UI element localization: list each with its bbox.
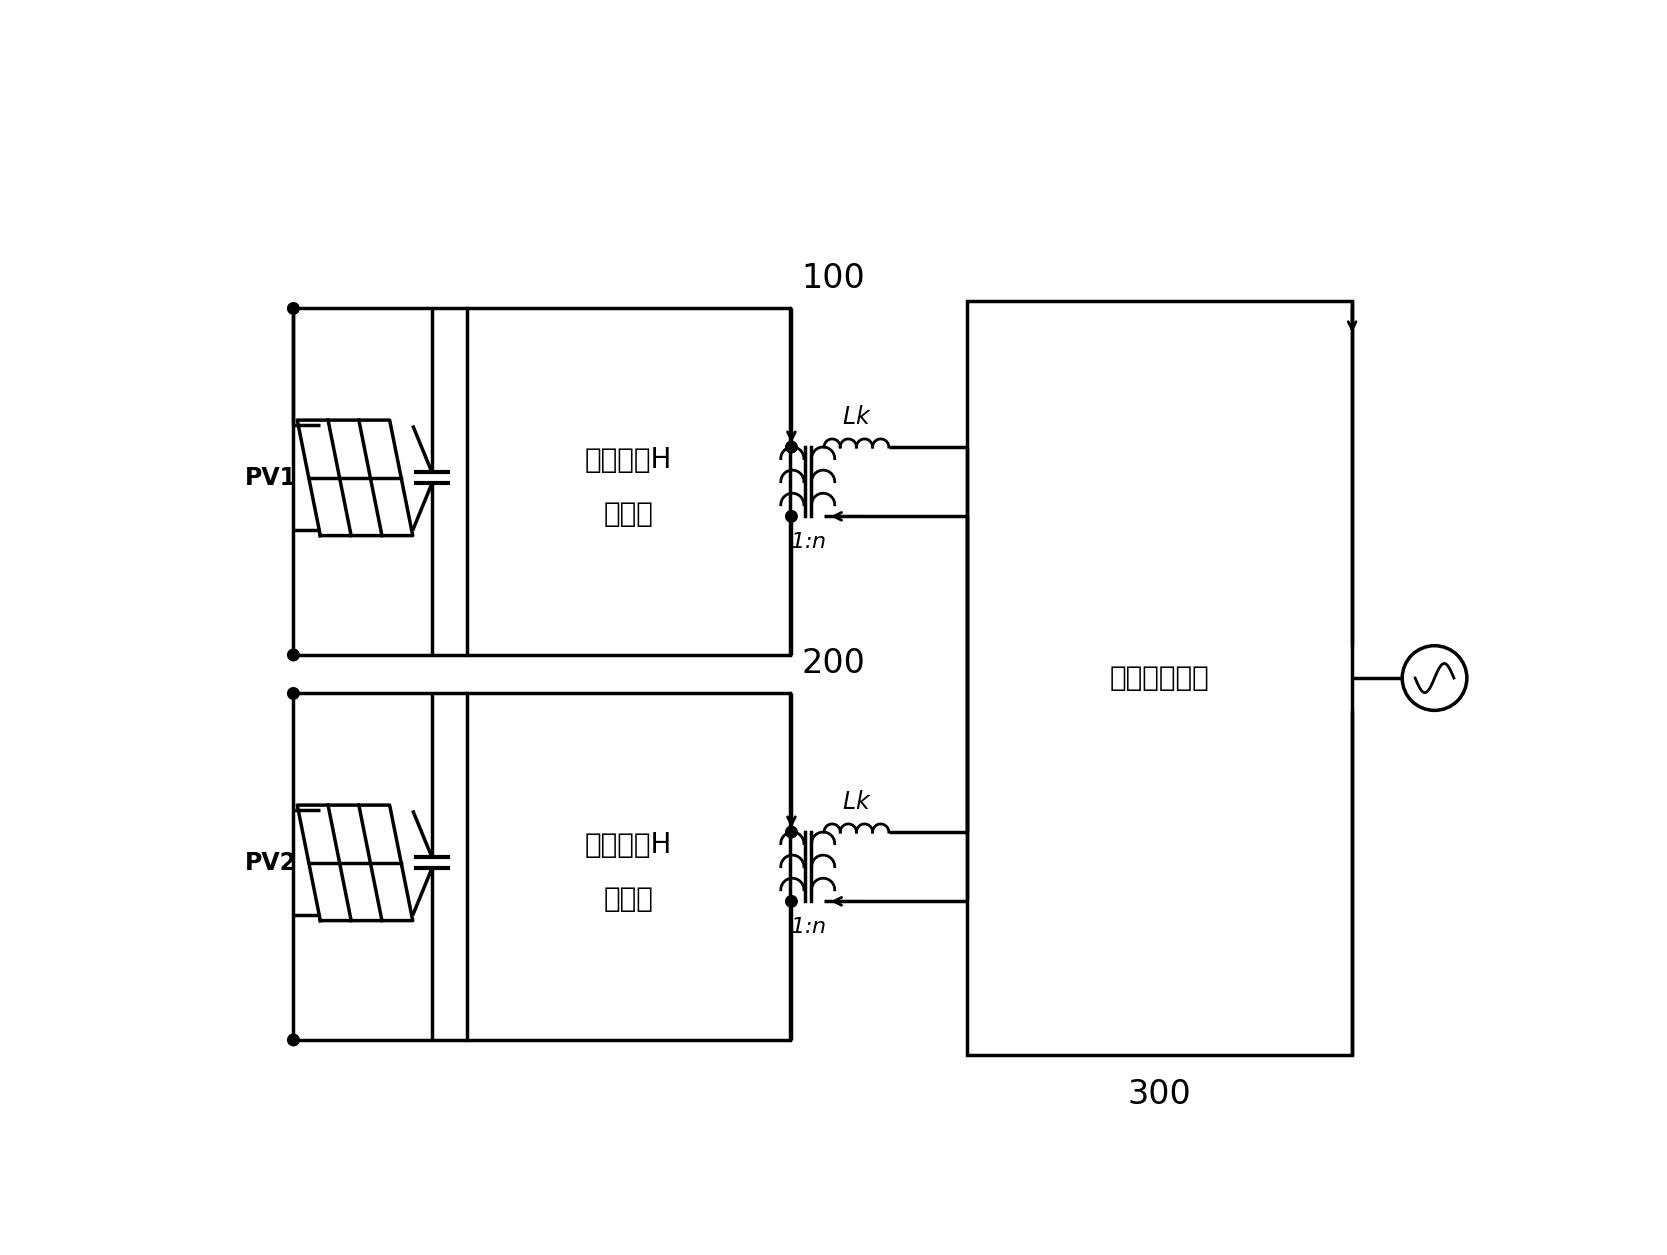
Text: 第二原边H: 第二原边H	[585, 831, 672, 860]
Bar	[967, 301, 1352, 1055]
Circle shape	[288, 1034, 298, 1045]
Text: 300: 300	[1129, 1078, 1192, 1112]
Text: PV1: PV1	[245, 466, 297, 489]
Circle shape	[288, 649, 298, 660]
Text: 1:$n$: 1:$n$	[790, 916, 825, 936]
Text: PV2: PV2	[245, 851, 297, 875]
Bar	[467, 309, 790, 655]
Circle shape	[785, 826, 797, 838]
Text: 100: 100	[802, 261, 865, 295]
Text: 桥电路: 桥电路	[603, 499, 653, 528]
Circle shape	[288, 688, 298, 699]
Bar	[467, 694, 790, 1040]
Circle shape	[785, 896, 797, 907]
Text: 1:$n$: 1:$n$	[790, 532, 825, 552]
Text: 200: 200	[802, 646, 865, 680]
Text: $Lk$: $Lk$	[842, 791, 872, 814]
Circle shape	[785, 442, 797, 453]
Text: 桥电路: 桥电路	[603, 885, 653, 914]
Text: 副边桥臂电路: 副边桥臂电路	[1110, 664, 1210, 692]
Text: $Lk$: $Lk$	[842, 405, 872, 429]
Circle shape	[785, 511, 797, 522]
Circle shape	[288, 302, 298, 314]
Text: 第一原边H: 第一原边H	[585, 446, 672, 474]
